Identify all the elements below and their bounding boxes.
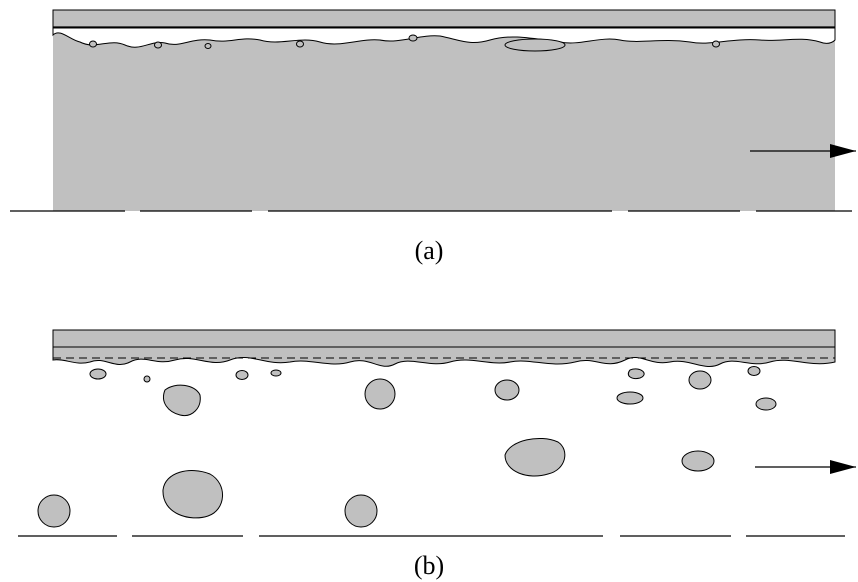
bubble — [505, 39, 565, 51]
bubble — [155, 42, 162, 48]
panel-b: (b) — [18, 330, 856, 580]
panel-label: (a) — [415, 236, 444, 265]
bubble — [205, 44, 211, 49]
bubble — [90, 41, 97, 47]
bubble — [713, 41, 720, 47]
bubble — [409, 35, 417, 41]
panel-label: (b) — [414, 551, 444, 580]
figure: (a) (b — [0, 0, 858, 582]
liquid-region — [53, 27, 835, 211]
bubble — [297, 41, 304, 47]
droplets — [38, 367, 776, 528]
wall-strip — [53, 330, 835, 347]
wall-strip — [53, 10, 835, 27]
liquid-film — [53, 347, 835, 367]
panel-a: (a) — [10, 10, 856, 265]
